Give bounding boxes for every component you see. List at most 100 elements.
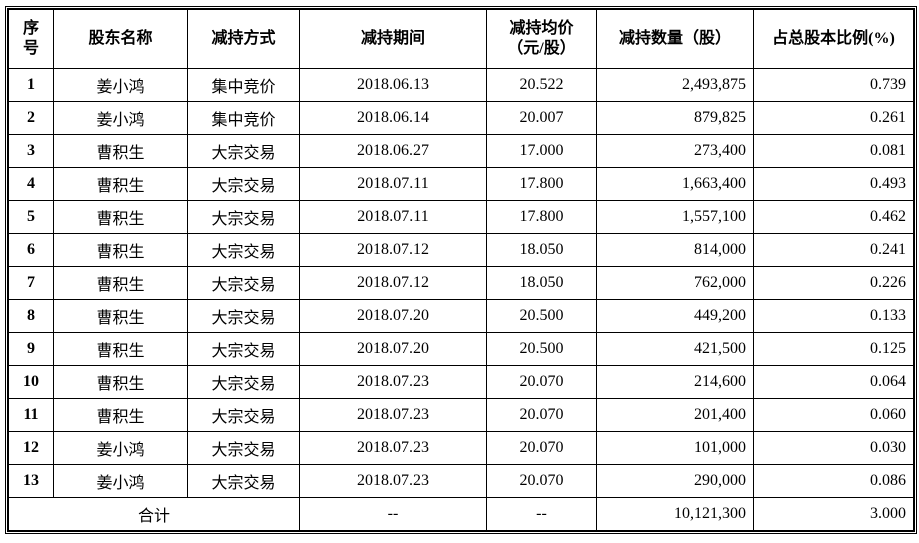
average-price: 20.500 — [486, 299, 597, 333]
table-row: 11 曹积生 大宗交易 2018.07.23 20.070 201,400 0.060 — [8, 398, 914, 432]
row-index: 4 — [8, 167, 54, 201]
row-index: 6 — [8, 233, 54, 267]
reduction-date: 2018.07.23 — [299, 464, 487, 498]
shareholder-name: 姜小鸿 — [53, 431, 188, 465]
average-price: 20.070 — [486, 431, 597, 465]
share-ratio: 0.060 — [753, 398, 914, 432]
table-row: 2 姜小鸿 集中竞价 2018.06.14 20.007 879,825 0.261 — [8, 101, 914, 135]
shareholder-name: 曹积生 — [53, 200, 188, 234]
reduction-quantity: 1,663,400 — [596, 167, 754, 201]
shareholder-name: 曹积生 — [53, 134, 188, 168]
total-ratio: 3.000 — [753, 497, 914, 531]
row-index: 12 — [8, 431, 54, 465]
header-row: 序 号股东名称 减持方式 减持期间 减持均价 （元/股） 减持数量（股） 占总股本比例(%… — [8, 9, 914, 69]
shareholder-name: 姜小鸿 — [53, 464, 188, 498]
table-row: 5 曹积生 大宗交易 2018.07.11 17.800 1,557,100 0.462 — [8, 200, 914, 234]
reduction-date: 2018.07.23 — [299, 365, 487, 399]
reduction-quantity: 879,825 — [596, 101, 754, 135]
shareholder-name: 曹积生 — [53, 299, 188, 333]
share-ratio: 0.081 — [753, 134, 914, 168]
table-row: 12 姜小鸿 大宗交易 2018.07.23 20.070 101,000 0.030 — [8, 431, 914, 465]
reduction-date: 2018.06.27 — [299, 134, 487, 168]
header-period: 减持期间 — [299, 9, 487, 69]
reduction-quantity: 1,557,100 — [596, 200, 754, 234]
share-reduction-table: 序 号股东名称 减持方式 减持期间 减持均价 （元/股） 减持数量（股） 占总股本比例(%… — [8, 9, 914, 531]
table-row: 13 姜小鸿 大宗交易 2018.07.23 20.070 290,000 0.086 — [8, 464, 914, 498]
row-index: 3 — [8, 134, 54, 168]
average-price: 18.050 — [486, 266, 597, 300]
row-index: 1 — [8, 68, 54, 102]
share-ratio: 0.030 — [753, 431, 914, 465]
row-index: 8 — [8, 299, 54, 333]
total-price: -- — [486, 497, 597, 531]
row-index: 2 — [8, 101, 54, 135]
reduction-quantity: 2,493,875 — [596, 68, 754, 102]
reduction-date: 2018.07.12 — [299, 233, 487, 267]
reduction-date: 2018.06.14 — [299, 101, 487, 135]
reduction-date: 2018.07.23 — [299, 431, 487, 465]
reduction-method: 大宗交易 — [187, 167, 300, 201]
table-row: 6 曹积生 大宗交易 2018.07.12 18.050 814,000 0.241 — [8, 233, 914, 267]
shareholder-name: 曹积生 — [53, 233, 188, 267]
average-price: 17.800 — [486, 200, 597, 234]
header-price: 减持均价 （元/股） — [486, 9, 597, 69]
share-ratio: 0.133 — [753, 299, 914, 333]
reduction-date: 2018.07.20 — [299, 332, 487, 366]
share-ratio: 0.226 — [753, 266, 914, 300]
reduction-date: 2018.07.11 — [299, 200, 487, 234]
share-ratio: 0.086 — [753, 464, 914, 498]
header-shareholder: 股东名称 — [53, 9, 188, 69]
reduction-method: 大宗交易 — [187, 299, 300, 333]
row-index: 11 — [8, 398, 54, 432]
share-ratio: 0.241 — [753, 233, 914, 267]
reduction-method: 集中竞价 — [187, 101, 300, 135]
reduction-method: 大宗交易 — [187, 134, 300, 168]
reduction-quantity: 814,000 — [596, 233, 754, 267]
reduction-table-container: 序 号股东名称 减持方式 减持期间 减持均价 （元/股） 减持数量（股） 占总股本比例(%… — [5, 6, 917, 534]
reduction-quantity: 101,000 — [596, 431, 754, 465]
reduction-method: 大宗交易 — [187, 233, 300, 267]
reduction-method: 大宗交易 — [187, 464, 300, 498]
row-index: 13 — [8, 464, 54, 498]
header-method: 减持方式 — [187, 9, 300, 69]
total-row: 合计 -- -- 10,121,300 3.000 — [8, 497, 914, 531]
shareholder-name: 曹积生 — [53, 167, 188, 201]
average-price: 17.000 — [486, 134, 597, 168]
reduction-method: 大宗交易 — [187, 200, 300, 234]
reduction-quantity: 449,200 — [596, 299, 754, 333]
table-row: 8 曹积生 大宗交易 2018.07.20 20.500 449,200 0.133 — [8, 299, 914, 333]
average-price: 20.522 — [486, 68, 597, 102]
average-price: 20.070 — [486, 365, 597, 399]
reduction-quantity: 421,500 — [596, 332, 754, 366]
row-index: 5 — [8, 200, 54, 234]
reduction-method: 大宗交易 — [187, 365, 300, 399]
average-price: 17.800 — [486, 167, 597, 201]
share-ratio: 0.125 — [753, 332, 914, 366]
average-price: 18.050 — [486, 233, 597, 267]
row-index: 7 — [8, 266, 54, 300]
share-ratio: 0.462 — [753, 200, 914, 234]
header-index: 序 号 — [8, 9, 54, 69]
row-index: 9 — [8, 332, 54, 366]
share-ratio: 0.064 — [753, 365, 914, 399]
shareholder-name: 曹积生 — [53, 365, 188, 399]
total-label: 合计 — [8, 497, 300, 531]
average-price: 20.070 — [486, 464, 597, 498]
reduction-date: 2018.07.12 — [299, 266, 487, 300]
reduction-date: 2018.06.13 — [299, 68, 487, 102]
total-period: -- — [299, 497, 487, 531]
reduction-date: 2018.07.23 — [299, 398, 487, 432]
share-ratio: 0.493 — [753, 167, 914, 201]
share-ratio: 0.261 — [753, 101, 914, 135]
reduction-date: 2018.07.20 — [299, 299, 487, 333]
average-price: 20.070 — [486, 398, 597, 432]
average-price: 20.500 — [486, 332, 597, 366]
table-row: 1 姜小鸿 集中竞价 2018.06.13 20.522 2,493,875 0.739 — [8, 68, 914, 102]
reduction-method: 大宗交易 — [187, 398, 300, 432]
share-ratio: 0.739 — [753, 68, 914, 102]
table-row: 4 曹积生 大宗交易 2018.07.11 17.800 1,663,400 0.493 — [8, 167, 914, 201]
header-ratio: 占总股本比例(%) — [753, 9, 914, 69]
reduction-method: 大宗交易 — [187, 332, 300, 366]
reduction-quantity: 214,600 — [596, 365, 754, 399]
table-row: 7 曹积生 大宗交易 2018.07.12 18.050 762,000 0.226 — [8, 266, 914, 300]
